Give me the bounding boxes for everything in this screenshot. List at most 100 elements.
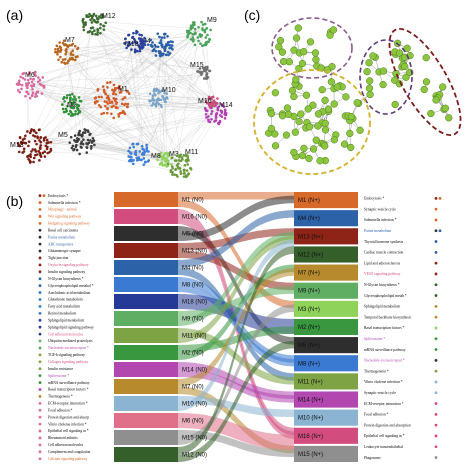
- module-node: [200, 20, 203, 24]
- module-node: [44, 144, 48, 148]
- module-node: [135, 156, 138, 160]
- module-node: [164, 53, 168, 57]
- module-node: [20, 83, 24, 87]
- sankey-right-node: [294, 373, 358, 390]
- module-node: [88, 12, 91, 16]
- left-pathway: Calcium signaling pathway: [48, 457, 88, 461]
- module-node: [191, 26, 195, 29]
- left-pathway: Wnt signaling pathway: [48, 215, 82, 219]
- module-node: [122, 111, 126, 114]
- module-node: [96, 33, 99, 36]
- sankey-flow: [178, 413, 294, 450]
- module-node: [68, 99, 72, 102]
- network-edge: [162, 50, 167, 159]
- module-node: [162, 156, 166, 160]
- cluster-node: [318, 86, 326, 94]
- module-node: [84, 21, 87, 24]
- module-node: [193, 43, 197, 47]
- sankey-right-label: M11 (N+): [298, 379, 323, 385]
- module-node: [72, 148, 75, 152]
- sankey-left-node: [114, 209, 178, 224]
- module-node: [82, 138, 85, 141]
- left-pathway: Hedgehog signaling pathway: [48, 222, 90, 226]
- cluster-node: [295, 64, 303, 73]
- cluster-node: [311, 49, 320, 57]
- module-node: [193, 32, 197, 36]
- network-edge: [88, 140, 187, 168]
- module-node: [153, 92, 156, 95]
- network-edge: [96, 28, 178, 170]
- cluster-node: [321, 119, 329, 127]
- module-node: [135, 29, 138, 33]
- pathway-dot: [38, 401, 42, 405]
- sankey-left-node: [114, 345, 178, 360]
- module-node: [25, 90, 29, 94]
- network-edge: [68, 71, 202, 104]
- pathway-dot: [38, 208, 42, 211]
- panel-a-network: (a) M1M2M3M4M5M6M7M8M9M10M11M12M13M14M15…: [6, 7, 233, 179]
- cluster-node: [309, 145, 318, 153]
- module-node: [100, 112, 103, 116]
- module-node: [99, 105, 103, 109]
- module-node: [74, 140, 77, 143]
- module-node: [56, 47, 60, 51]
- network-edge: [74, 45, 162, 107]
- module-node: [114, 92, 118, 96]
- module-node: [89, 139, 92, 142]
- cluster-node: [432, 96, 440, 104]
- sankey-right-node: [294, 228, 358, 245]
- module-node: [224, 112, 228, 115]
- module-node: [131, 142, 135, 146]
- left-pathway: Glutamatergic synapse: [48, 249, 81, 253]
- module-node: [149, 38, 153, 42]
- module-node: [73, 112, 77, 116]
- cluster-node: [282, 131, 291, 139]
- module-node: [170, 163, 173, 166]
- module-node: [35, 142, 38, 146]
- network-edge: [67, 50, 163, 108]
- cluster-node: [267, 124, 276, 133]
- left-pathway-list: Endocytosis * Salmonella infection * Mitop…: [38, 194, 94, 461]
- module-node: [38, 82, 42, 86]
- module-node: [161, 94, 164, 98]
- module-node: [160, 161, 164, 165]
- module-node: [71, 49, 74, 53]
- module-node: [65, 96, 69, 100]
- module-node: [70, 43, 73, 47]
- left-pathway: Vibrio cholerae infection *: [48, 422, 87, 426]
- module-node: [113, 86, 117, 90]
- module-label: M2: [67, 102, 77, 109]
- module-node: [155, 87, 159, 91]
- left-pathway: Tight junction: [48, 256, 69, 260]
- sankey-flow: [178, 369, 294, 403]
- left-pathway: ECM-receptor interaction *: [48, 402, 88, 406]
- cluster-node: [294, 24, 302, 32]
- sankey-left-node: [114, 243, 178, 258]
- network-edge: [77, 37, 199, 107]
- module-node: [162, 153, 166, 157]
- module-node: [94, 14, 98, 18]
- module-node: [42, 84, 46, 88]
- module-node: [26, 78, 30, 82]
- module-node: [153, 99, 156, 102]
- module-node: [106, 102, 110, 105]
- module-node: [198, 67, 202, 70]
- module-node: [75, 106, 79, 110]
- sankey-right-label: M13 (N+): [298, 234, 323, 240]
- module-node: [142, 157, 146, 160]
- module-node: [139, 39, 142, 43]
- module-node: [20, 87, 23, 91]
- network-edge: [33, 43, 140, 79]
- module-node: [69, 114, 73, 117]
- left-pathway: Glycerophospholipid metabol *: [48, 284, 94, 288]
- module-node: [143, 36, 146, 40]
- network-edge: [65, 40, 135, 55]
- module-node: [223, 117, 227, 120]
- module-node: [18, 136, 22, 140]
- cluster-node: [275, 43, 283, 51]
- sankey-left-label: M13 (N0): [182, 249, 207, 255]
- sankey-left-node: [114, 192, 178, 207]
- module-node: [191, 33, 195, 36]
- module-node: [209, 101, 212, 105]
- sankey-left-label: M15 (N0): [182, 436, 207, 442]
